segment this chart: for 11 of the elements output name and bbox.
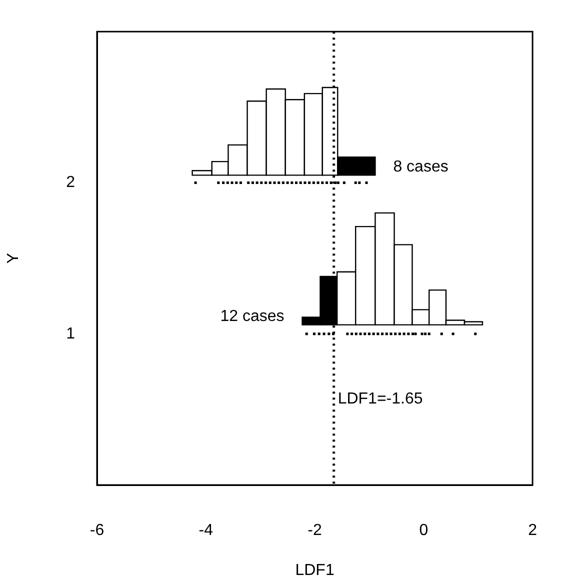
x-tick-label: 2 [528,522,538,540]
annotation: 8 cases [393,158,448,176]
x-tick-label: -4 [198,522,214,540]
x-tick-label: -6 [90,522,104,540]
x-tick-label: -2 [308,522,322,540]
ref-line-label: LDF1=-1.65 [338,390,423,408]
x-axis-title: LDF1 [295,562,334,579]
y-tick-label: 1 [66,325,76,342]
x-tick-label: 0 [419,522,428,540]
y-axis-title: Y [5,252,22,264]
annotation: 12 cases [220,308,284,326]
